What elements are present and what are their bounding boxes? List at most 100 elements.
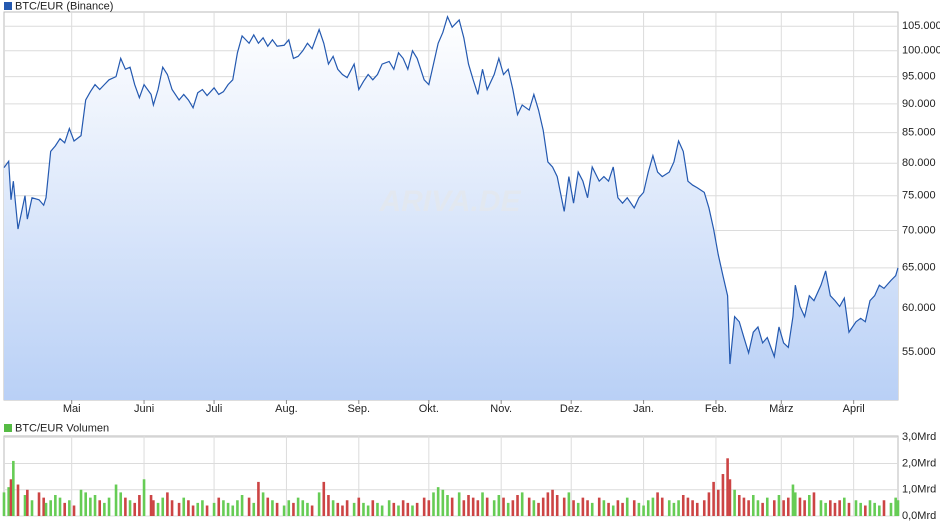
volume-bar xyxy=(572,500,575,516)
volume-bar xyxy=(149,495,153,516)
y-tick-label: 0,0Mrd xyxy=(902,510,936,522)
volume-bar xyxy=(282,505,286,516)
price-line xyxy=(3,14,899,365)
volume-bar xyxy=(581,497,585,516)
volume-bar xyxy=(733,489,736,516)
volume-bar xyxy=(695,502,699,516)
volume-bar xyxy=(170,500,174,516)
volume-bar xyxy=(646,500,650,516)
volume-bar xyxy=(833,502,837,516)
volume-bar xyxy=(446,495,449,516)
volume-bar xyxy=(187,500,190,516)
volume-bar xyxy=(231,505,235,516)
volume-bar xyxy=(23,495,27,516)
volume-bar xyxy=(422,497,426,516)
volume-bar xyxy=(392,502,396,516)
volume-bar xyxy=(467,495,470,516)
volume-bar xyxy=(114,484,118,516)
volume-bar xyxy=(103,502,106,516)
volume-bar xyxy=(441,489,445,516)
y-tick-label: 80.000 xyxy=(902,157,936,169)
volume-bar xyxy=(716,489,720,516)
volume-bar xyxy=(576,502,580,516)
volume-bar xyxy=(485,497,489,516)
volume-bar xyxy=(597,497,601,516)
volume-bar xyxy=(808,495,811,516)
volume-bar xyxy=(761,502,764,516)
volume-bar xyxy=(161,497,165,516)
volume-bar xyxy=(457,492,461,516)
y-tick-label: 65.000 xyxy=(902,262,936,274)
volume-bar xyxy=(79,489,83,516)
volume-bar xyxy=(296,497,300,516)
volume-bar xyxy=(401,500,405,516)
volume-bar xyxy=(58,497,62,516)
volume-bar xyxy=(68,500,71,516)
volume-bar xyxy=(793,492,797,516)
volume-bar xyxy=(9,479,13,516)
volume-bar xyxy=(352,502,356,516)
volume-bar xyxy=(462,500,466,516)
x-tick-label: Jan. xyxy=(633,403,654,415)
volume-bar xyxy=(44,502,48,516)
volume-bar xyxy=(843,497,846,516)
x-tick-label: Juli xyxy=(206,403,223,415)
x-tick-label: Juni xyxy=(134,403,154,415)
volume-bar xyxy=(681,495,685,516)
volume-bar xyxy=(89,497,92,516)
volume-bar xyxy=(621,502,624,516)
volume-bar xyxy=(878,505,881,516)
volume-bar xyxy=(322,481,326,516)
y-tick-label: 85.000 xyxy=(902,127,936,139)
y-tick-label: 60.000 xyxy=(902,302,936,314)
volume-bar xyxy=(516,495,519,516)
volume-bar xyxy=(511,500,515,516)
volume-bar xyxy=(436,487,440,516)
volume-bar xyxy=(226,502,230,516)
volume-bar xyxy=(177,502,181,516)
volume-bar xyxy=(376,502,379,516)
volume-bar xyxy=(124,497,127,516)
volume-bar xyxy=(37,492,41,516)
volume-bar xyxy=(380,505,384,516)
volume-bar xyxy=(537,502,540,516)
volume-bar xyxy=(261,492,265,516)
volume-bar xyxy=(411,505,414,516)
volume-bar xyxy=(387,500,391,516)
volume-bar xyxy=(803,500,806,516)
volume-bar xyxy=(450,497,454,516)
legend-label: BTC/EUR (Binance) xyxy=(15,0,113,12)
x-tick-label: Aug. xyxy=(275,403,298,415)
volume-bar xyxy=(275,502,279,516)
volume-bar xyxy=(798,497,802,516)
volume-bar xyxy=(212,502,216,516)
volume-bar xyxy=(707,492,711,516)
volume-bar xyxy=(196,502,200,516)
volume-bar xyxy=(26,489,29,516)
volume-bar xyxy=(520,492,524,516)
volume-bar xyxy=(7,487,10,516)
volume-bar xyxy=(854,500,858,516)
volume-bar xyxy=(625,497,629,516)
volume-bar xyxy=(656,492,659,516)
volume-bar xyxy=(406,502,410,516)
volume-bar xyxy=(415,502,419,516)
volume-bar xyxy=(728,479,732,516)
volume-bar xyxy=(894,497,897,516)
y-tick-label: 100.000 xyxy=(902,45,940,57)
volume-bar xyxy=(257,481,260,516)
volume-bar xyxy=(217,497,221,516)
volume-bar xyxy=(266,497,270,516)
volume-bar xyxy=(777,495,781,516)
volume-bar xyxy=(142,479,146,516)
legend-swatch xyxy=(4,424,12,432)
volume-bar xyxy=(586,500,589,516)
volume-bar xyxy=(371,500,375,516)
volume-bar xyxy=(765,497,769,516)
x-tick-label: März xyxy=(769,403,793,415)
volume-bar xyxy=(873,502,876,516)
volume-bar xyxy=(651,497,655,516)
volume-bar xyxy=(331,500,335,516)
volume-bar xyxy=(847,502,851,516)
